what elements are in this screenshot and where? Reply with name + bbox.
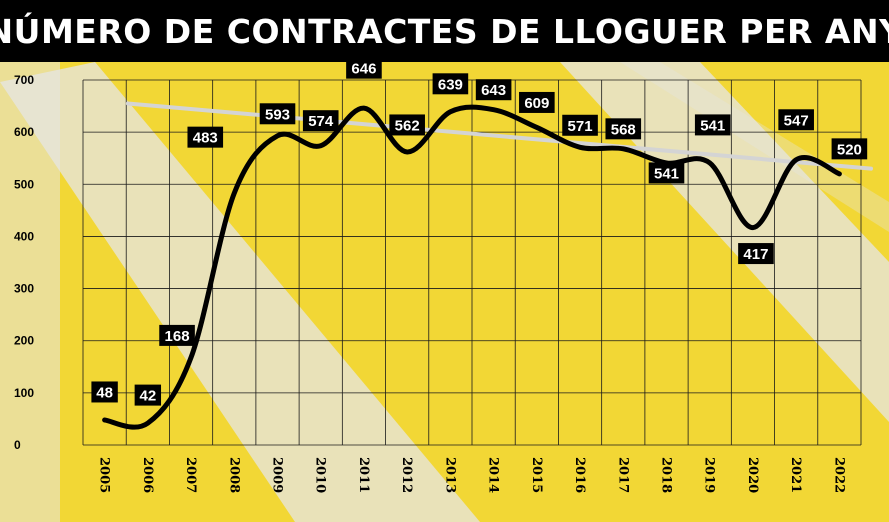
data-label-box: [389, 114, 425, 136]
y-tick-label: 0: [14, 438, 21, 452]
data-label: 568: [605, 118, 642, 140]
data-label-box: [648, 162, 685, 184]
x-tick-label: 2022: [831, 457, 846, 493]
data-label-text: 168: [165, 328, 190, 345]
data-label-box: [562, 114, 598, 136]
data-label: 42: [134, 384, 162, 406]
data-label-box: [187, 126, 224, 148]
series-path: [102, 104, 842, 430]
data-label-text: 562: [395, 117, 420, 134]
data-labels: 48 42 168 483 593 574 646 562 639 643 609 571 568 541…: [91, 62, 868, 406]
data-label: 520: [831, 138, 868, 160]
background-stripe: [620, 62, 889, 232]
data-label-box: [159, 324, 195, 346]
data-label: 483: [187, 126, 224, 148]
data-label-text: 568: [611, 121, 636, 138]
x-axis: 2005 2006 2007 2008 2009 2010 2011 2012 2013 2014…: [97, 457, 847, 493]
data-label: 168: [159, 324, 195, 346]
series-line: [102, 104, 842, 430]
data-label-text: 574: [308, 113, 334, 130]
x-tick-label: 2009: [270, 457, 285, 493]
data-label-box: [432, 73, 469, 95]
x-tick-label: 2021: [788, 457, 803, 493]
data-label: 541: [648, 162, 685, 184]
background-stripe: [560, 62, 889, 422]
data-label-text: 571: [568, 118, 593, 135]
y-tick-label: 500: [14, 177, 34, 191]
data-label-box: [831, 138, 868, 160]
title-bar: NÚMERO DE CONTRACTES DE LLOGUER PER ANY: [0, 0, 889, 62]
data-label-text: 541: [700, 117, 725, 134]
y-tick-label: 600: [14, 125, 34, 139]
trendline: [125, 101, 873, 171]
x-tick-label: 2011: [356, 457, 371, 493]
data-label-box: [91, 381, 118, 403]
data-label-box: [475, 79, 512, 101]
data-label-box: [694, 114, 731, 136]
data-label: 639: [432, 73, 469, 95]
background-stripes: [0, 62, 889, 522]
data-label-box: [519, 91, 555, 113]
data-label-text: 593: [265, 106, 290, 123]
x-tick-label: 2014: [486, 457, 501, 493]
data-label-box: [778, 109, 814, 131]
x-tick-label: 2006: [140, 457, 155, 493]
data-label: 417: [738, 243, 774, 265]
x-tick-label: 2012: [399, 457, 414, 493]
data-label-text: 547: [784, 112, 809, 129]
data-label-text: 609: [524, 95, 549, 112]
x-tick-label: 2017: [615, 457, 630, 493]
data-label-box: [605, 118, 642, 140]
y-axis: 0 100 200 300 400 500 600 700: [14, 73, 34, 452]
data-label-text: 483: [193, 130, 218, 147]
data-label: 48: [91, 381, 118, 403]
data-label: 643: [475, 79, 512, 101]
y-tick-label: 100: [14, 386, 34, 400]
x-tick-label: 2013: [442, 457, 457, 493]
data-label-text: 643: [481, 82, 506, 99]
trendline-line: [125, 101, 873, 171]
x-tick-label: 2020: [745, 457, 760, 493]
chart-title: NÚMERO DE CONTRACTES DE LLOGUER PER ANY: [0, 11, 889, 51]
x-tick-label: 2007: [183, 457, 198, 493]
x-tick-label: 2015: [529, 457, 544, 493]
data-label-box: [346, 62, 382, 79]
data-label-text: 48: [96, 384, 113, 401]
background-stripe: [0, 62, 480, 522]
y-tick-label: 300: [14, 282, 34, 296]
data-label-text: 646: [351, 62, 376, 78]
y-tick-label: 400: [14, 229, 34, 243]
data-label: 593: [259, 103, 296, 125]
y-tick-label: 200: [14, 334, 34, 348]
data-label-text: 520: [837, 141, 862, 158]
data-label: 646: [346, 62, 382, 79]
data-label: 547: [778, 109, 814, 131]
data-label: 609: [519, 91, 555, 113]
x-tick-label: 2008: [226, 457, 241, 493]
data-label-text: 417: [743, 246, 768, 263]
data-label-box: [259, 103, 296, 125]
background-stripe: [0, 62, 60, 522]
data-label-text: 42: [139, 388, 156, 405]
data-label-box: [134, 384, 162, 406]
data-label: 571: [562, 114, 598, 136]
x-tick-label: 2010: [313, 457, 328, 493]
y-tick-label: 700: [14, 73, 34, 87]
x-tick-label: 2005: [97, 457, 112, 493]
data-label: 574: [302, 110, 339, 132]
data-label-text: 541: [654, 165, 679, 182]
data-label-box: [738, 243, 774, 265]
data-label: 541: [694, 114, 731, 136]
data-label: 562: [389, 114, 425, 136]
data-label-text: 639: [438, 76, 463, 93]
x-tick-label: 2018: [659, 457, 674, 493]
x-tick-label: 2019: [702, 457, 717, 493]
data-label-box: [302, 110, 339, 132]
x-tick-label: 2016: [572, 457, 587, 493]
